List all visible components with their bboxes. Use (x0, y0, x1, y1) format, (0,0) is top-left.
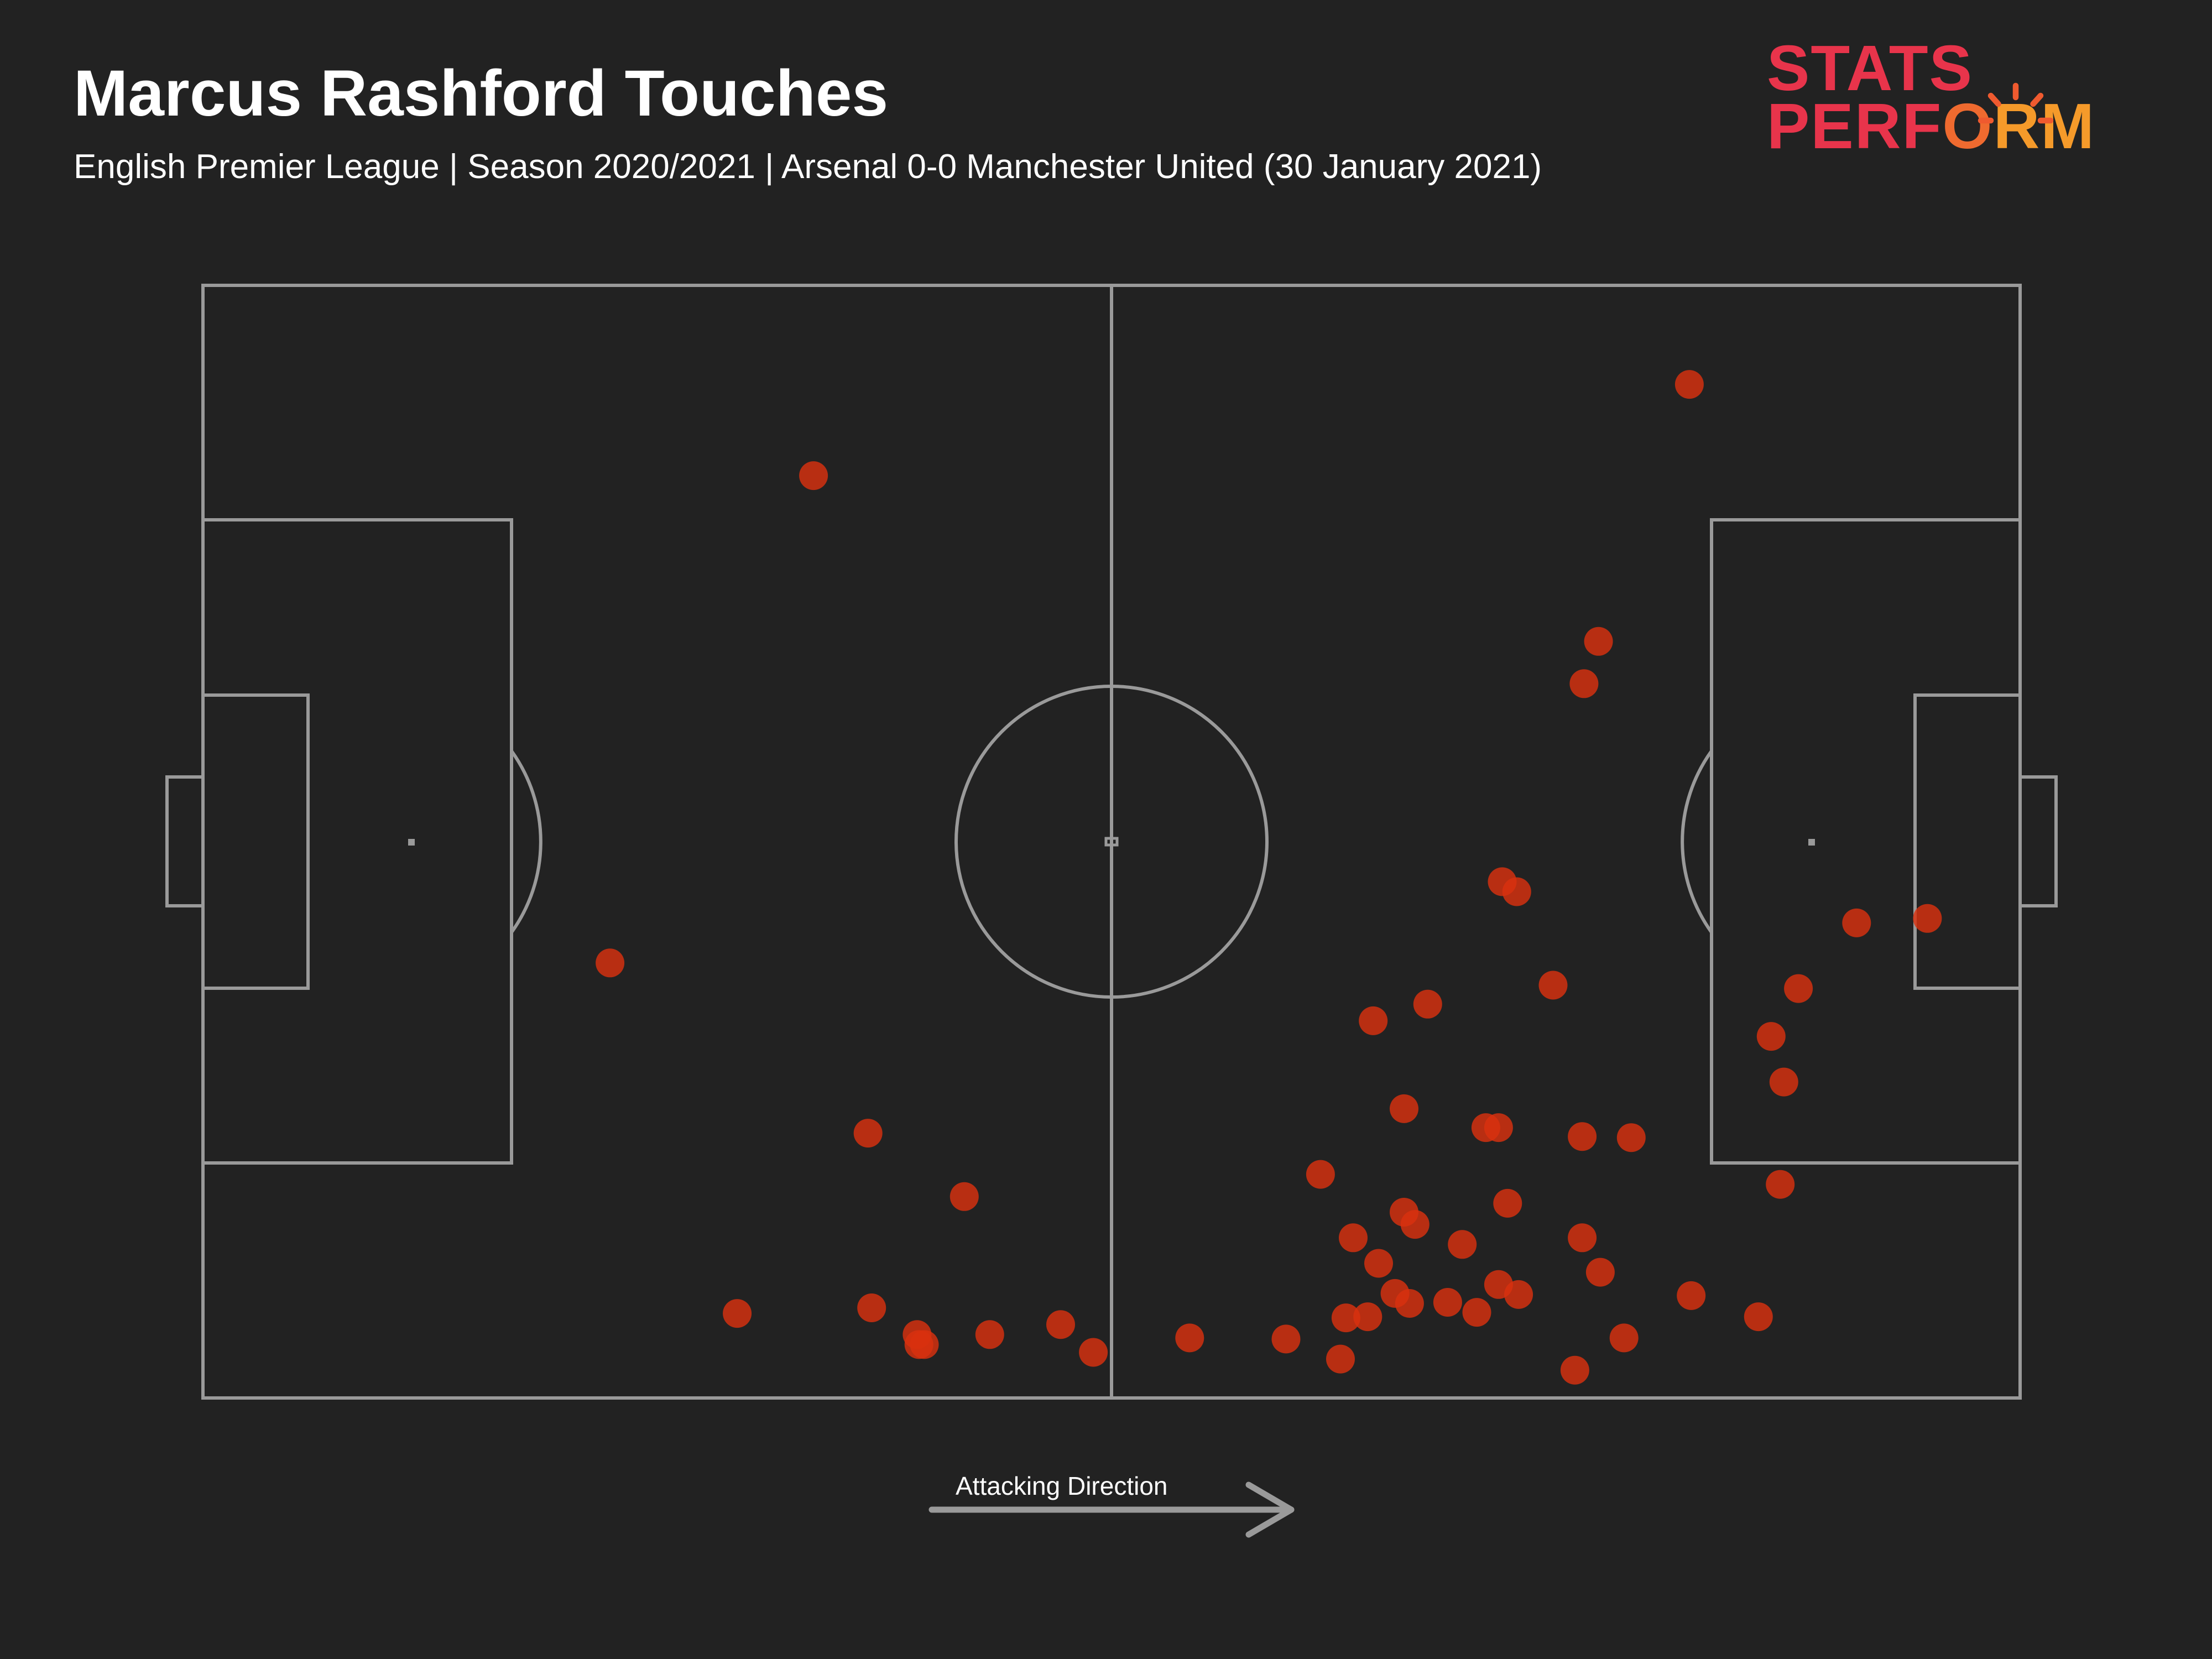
touch-point (910, 1330, 939, 1359)
touch-point (857, 1293, 886, 1322)
right-goal (2018, 775, 2058, 907)
logo-burst-icon (1978, 82, 2054, 124)
stats-perform-logo: STATS PERFORM (1767, 36, 2132, 163)
right-six-yard-box (1913, 693, 2022, 990)
touch-point (1364, 1249, 1393, 1278)
logo-line-2-part-c: RM (1993, 90, 2096, 162)
touch-point (1488, 867, 1517, 896)
touch-point (1359, 1006, 1388, 1035)
touch-point (1353, 1302, 1383, 1332)
touch-point (596, 948, 625, 978)
right-penalty-spot (1808, 839, 1815, 846)
left-penalty-spot (408, 839, 415, 846)
centre-circle (954, 685, 1269, 999)
touch-point (1744, 1302, 1773, 1332)
touch-point (1484, 1113, 1513, 1142)
pitch-lines (165, 284, 2058, 1400)
touch-point (1609, 1323, 1639, 1353)
touch-point (1674, 370, 1704, 399)
logo-line-2: PERFORM (1767, 94, 2095, 158)
touch-point (1560, 1355, 1589, 1385)
touch-point (1493, 1188, 1522, 1218)
touch-point (1568, 1122, 1597, 1151)
touch-point (1769, 1067, 1798, 1097)
touch-point (1913, 904, 1942, 933)
touch-point (1413, 989, 1442, 1019)
attacking-direction-label: Attacking Direction (956, 1472, 1168, 1500)
touch-point (1538, 971, 1568, 1000)
touch-point (853, 1119, 883, 1148)
touch-point (1462, 1298, 1491, 1327)
touch-point (1484, 1270, 1513, 1299)
touch-point (1756, 1022, 1786, 1051)
touch-point (1400, 1210, 1430, 1239)
touch-point (799, 461, 828, 491)
touch-point (1616, 1123, 1646, 1152)
left-penalty-box (201, 518, 513, 1165)
logo-line-2-part-a: PERF (1767, 90, 1943, 162)
touch-point (1046, 1310, 1075, 1339)
touch-point (1448, 1230, 1477, 1259)
touch-point (1585, 1258, 1615, 1287)
touch-point (1677, 1281, 1706, 1310)
attacking-direction-arrow (928, 1481, 1295, 1538)
touch-point (723, 1299, 752, 1328)
touch-point (1842, 908, 1871, 937)
touch-point (1331, 1303, 1360, 1333)
touch-point (1569, 669, 1599, 698)
touch-point (1784, 974, 1813, 1003)
logo-line-1: STATS (1767, 32, 1974, 104)
left-six-yard-box (201, 693, 310, 990)
left-penalty-arc (510, 750, 542, 933)
touch-point (1326, 1344, 1355, 1374)
touch-point (950, 1182, 979, 1211)
touch-point (1175, 1323, 1204, 1353)
touch-point (1390, 1094, 1418, 1123)
touch-point (1433, 1288, 1462, 1317)
right-penalty-box (1710, 518, 2022, 1165)
touch-point (1306, 1160, 1335, 1189)
touch-points (596, 370, 1942, 1385)
touch-point (1380, 1279, 1410, 1308)
touch-point (1079, 1338, 1108, 1367)
logo-line-2-part-b: O (1942, 90, 1994, 162)
touch-point (1568, 1223, 1597, 1253)
centre-spot (1104, 837, 1119, 847)
match-subtitle: English Premier League | Season 2020/202… (74, 148, 1542, 186)
right-penalty-arc (1681, 750, 1713, 933)
touch-point (975, 1320, 1004, 1349)
left-goal (165, 775, 205, 907)
touch-point (1271, 1324, 1301, 1354)
touch-point (1339, 1223, 1368, 1253)
page-title: Marcus Rashford Touches (74, 57, 889, 130)
touch-point (1584, 627, 1613, 656)
touch-point (1766, 1170, 1795, 1199)
